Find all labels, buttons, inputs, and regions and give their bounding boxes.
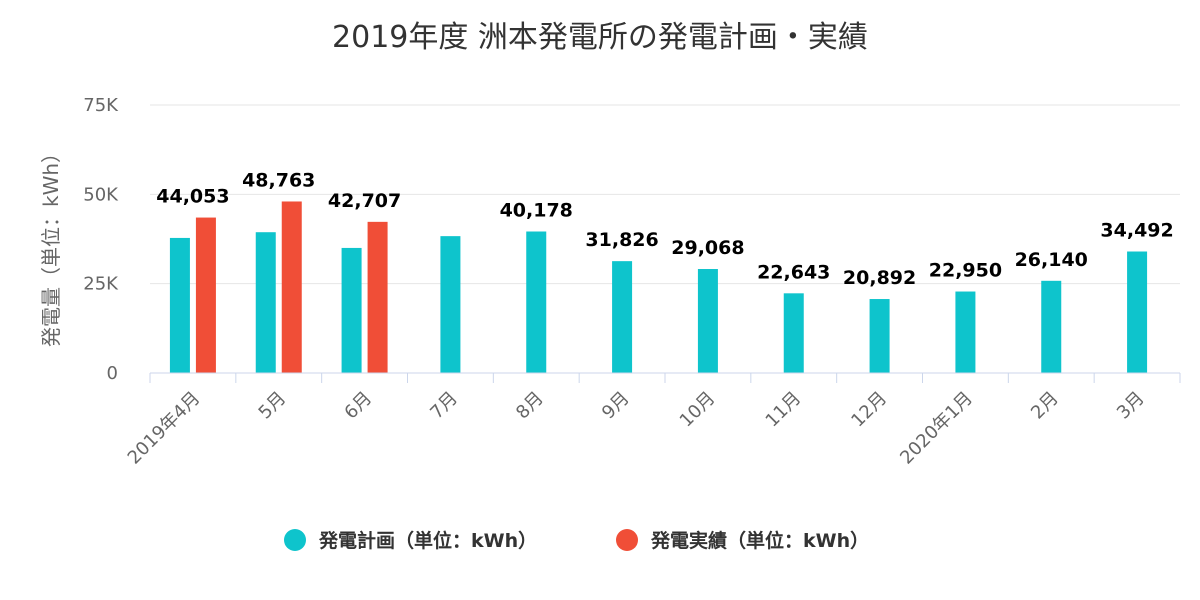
x-tick-label: 5月 [255, 388, 291, 424]
legend-marker [616, 529, 638, 551]
data-label: 40,178 [500, 199, 573, 221]
y-tick-label: 50K [83, 184, 119, 205]
bar-plan[interactable] [1041, 280, 1062, 373]
bar-plan[interactable] [1127, 251, 1148, 373]
x-tick-label: 2月 [1027, 388, 1063, 424]
data-label: 26,140 [1015, 249, 1088, 271]
x-tick-label: 8月 [512, 388, 548, 424]
x-axis: 2019年4月 5月 6月 7月 8月 9月 10月 11月 12月 2020年1月 2月 3月 [124, 372, 1181, 469]
bar-plan[interactable] [169, 237, 190, 373]
bar-plan[interactable] [869, 299, 890, 373]
bar-plan[interactable] [783, 293, 804, 373]
bar-plan[interactable] [255, 232, 276, 373]
bar-plan[interactable] [612, 261, 633, 373]
data-label: 34,492 [1100, 220, 1173, 242]
x-tick-label: 10月 [676, 388, 720, 432]
legend-marker [284, 529, 306, 551]
legend-label: 発電実績（単位：kWh） [650, 529, 869, 552]
gridlines [150, 104, 1180, 285]
bar-plan[interactable] [440, 236, 461, 373]
data-label: 20,892 [843, 267, 916, 289]
data-label: 48,763 [242, 169, 315, 191]
x-tick-label: 2019年4月 [124, 388, 205, 469]
y-axis-ticks: 0 25K 50K 75K [83, 95, 119, 384]
data-label: 29,068 [671, 237, 744, 259]
data-labels: 44,053 48,763 42,707 40,178 31,826 29,068 22,6… [156, 169, 1173, 289]
bar-plan[interactable] [341, 247, 362, 373]
x-tick-label: 11月 [762, 388, 806, 432]
y-tick-label: 75K [83, 95, 119, 116]
x-tick-label: 6月 [340, 388, 376, 424]
data-label: 44,053 [156, 186, 229, 208]
bar-actual[interactable] [281, 201, 302, 373]
data-label: 22,950 [929, 260, 1002, 282]
x-tick-label: 7月 [426, 388, 462, 424]
x-tick-label: 2020年1月 [896, 388, 977, 469]
y-axis-label: 発電量（単位：kWh） [39, 143, 63, 347]
legend-item-plan[interactable]: 発電計画（単位：kWh） [284, 529, 537, 552]
bar-actual[interactable] [195, 217, 216, 373]
chart-title: 2019年度 洲本発電所の発電計画・実績 [332, 20, 868, 55]
x-tick-label: 3月 [1113, 388, 1149, 424]
y-tick-label: 25K [83, 274, 119, 295]
data-label: 42,707 [328, 190, 401, 212]
x-tick-label: 12月 [847, 388, 891, 432]
data-label: 31,826 [585, 229, 658, 251]
bar-plan[interactable] [697, 269, 718, 373]
x-tick-label: 9月 [598, 388, 634, 424]
bar-plan[interactable] [526, 231, 547, 373]
bar-actual[interactable] [367, 221, 388, 373]
legend-label: 発電計画（単位：kWh） [318, 529, 537, 552]
data-label: 22,643 [757, 261, 830, 283]
legend[interactable]: 発電計画（単位：kWh） 発電実績（単位：kWh） [284, 529, 869, 552]
legend-item-actual[interactable]: 発電実績（単位：kWh） [616, 529, 869, 552]
y-tick-label: 0 [107, 363, 118, 384]
bar-plan[interactable] [955, 291, 976, 373]
bars [169, 201, 1148, 373]
